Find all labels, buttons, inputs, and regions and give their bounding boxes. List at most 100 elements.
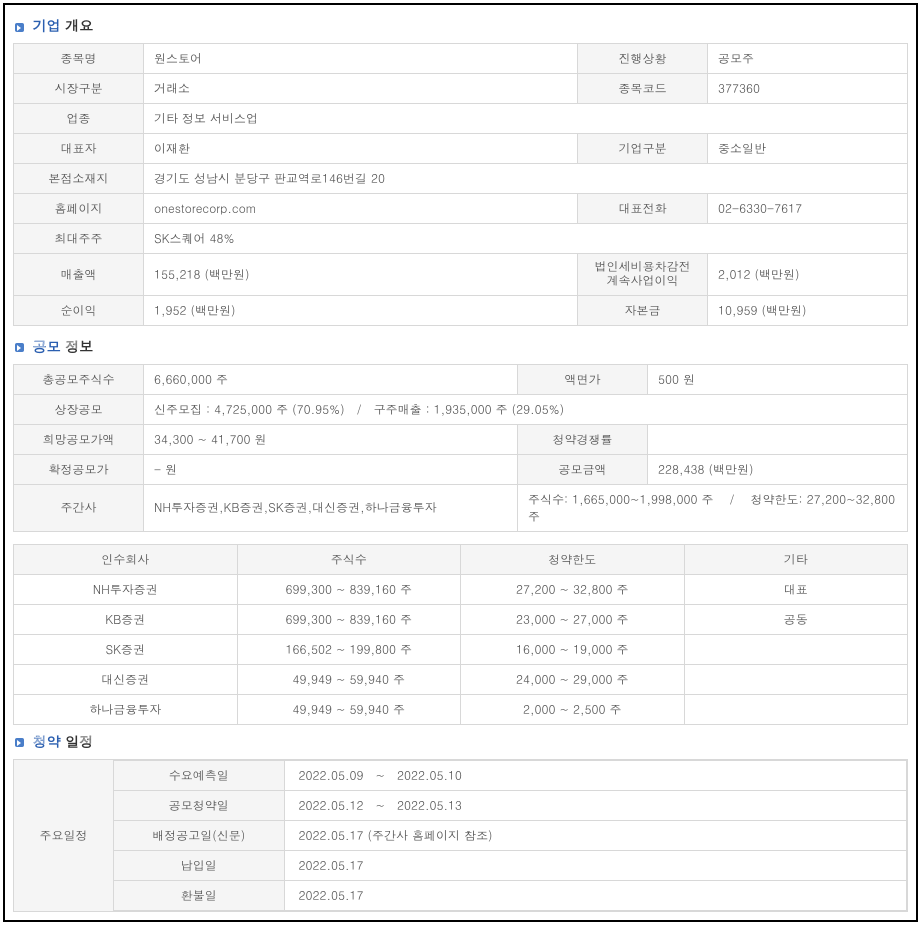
- table-row: 배정공고일(신문)2022.05.17 (주간사 홈페이지 참조): [114, 820, 907, 850]
- col-etc: 기타: [684, 544, 908, 574]
- table-row: 주간사 NH투자증권,KB증권,SK증권,대신증권,하나금융투자 주식수: 1,…: [14, 484, 908, 531]
- label-ceo: 대표자: [14, 134, 144, 164]
- table-row: 최대주주 SK스퀘어 48%: [14, 224, 908, 254]
- label-address: 본점소재지: [14, 164, 144, 194]
- value-name: 원스토어: [144, 44, 578, 74]
- table-row: 대표자 이재환 기업구분 중소일반: [14, 134, 908, 164]
- table-cell: [684, 694, 908, 724]
- schedule-value: 2022.05.17: [284, 880, 907, 910]
- table-cell: SK증권: [14, 634, 238, 664]
- offering-info-table: 총공모주식수 6,660,000 주 액면가 500 원 상장공모 신주모집 :…: [13, 364, 908, 532]
- label-listing: 상장공모: [14, 394, 144, 424]
- homepage-link[interactable]: onestorecorp.com: [154, 200, 257, 217]
- table-cell: 49,949 ~ 59,940 주: [237, 664, 461, 694]
- value-majorsh: SK스퀘어 48%: [144, 224, 908, 254]
- value-totalshares: 6,660,000 주: [144, 364, 518, 394]
- table-cell: 699,300 ~ 839,160 주: [237, 574, 461, 604]
- underwriter-table: 인수회사 주식수 청약한도 기타 NH투자증권 699,300 ~ 839,160…: [13, 544, 908, 725]
- manager-link[interactable]: NH투자증권,KB증권,SK증권,대신증권,하나금융투자: [154, 499, 437, 516]
- table-row: KB증권699,300 ~ 839,160 주23,000 ~ 27,000 주…: [14, 604, 908, 634]
- section-strong: 공모: [33, 336, 61, 356]
- table-row: 총공모주식수 6,660,000 주 액면가 500 원: [14, 364, 908, 394]
- schedule-value: 2022.05.17 (주간사 홈페이지 참조): [284, 820, 907, 850]
- table-cell: 하나금융투자: [14, 694, 238, 724]
- label-facevalue: 액면가: [518, 364, 648, 394]
- underwriter-link[interactable]: NH투자증권: [93, 581, 158, 598]
- value-capital: 10,959 (백만원): [708, 295, 908, 325]
- label-revenue: 매출액: [14, 254, 144, 296]
- value-manager[interactable]: NH투자증권,KB증권,SK증권,대신증권,하나금융투자: [144, 484, 518, 531]
- section-strong: 기업: [33, 15, 61, 35]
- value-status: 공모주: [708, 44, 908, 74]
- table-row: 업종 기타 정보 서비스업: [14, 104, 908, 134]
- table-header-row: 인수회사 주식수 청약한도 기타: [14, 544, 908, 574]
- underwriter-link[interactable]: 대신증권: [101, 671, 149, 688]
- schedule-table: 주요일정 수요예측일2022.05.09 ~ 2022.05.10공모청약일20…: [13, 759, 908, 912]
- schedule-inner-table: 수요예측일2022.05.09 ~ 2022.05.10공모청약일2022.05…: [114, 760, 907, 911]
- value-market: 거래소: [144, 74, 578, 104]
- value-pretax: 2,012 (백만원): [708, 254, 908, 296]
- underwriter-link[interactable]: 하나금융투자: [89, 701, 161, 718]
- value-address: 경기도 성남시 분당구 판교역로146번길 20: [144, 164, 908, 194]
- table-cell: [684, 664, 908, 694]
- value-industry: 기타 정보 서비스업: [144, 104, 908, 134]
- schedule-value: 2022.05.17: [284, 850, 907, 880]
- table-row: 희망공모가액 34,300 ~ 41,700 원 청약경쟁률: [14, 424, 908, 454]
- label-hopeprice: 희망공모가액: [14, 424, 144, 454]
- schedule-value: 2022.05.12 ~ 2022.05.13: [284, 790, 907, 820]
- value-competition: [648, 424, 908, 454]
- label-pretax: 법인세비용차감전 계속사업이익: [578, 254, 708, 296]
- label-netincome: 순이익: [14, 295, 144, 325]
- table-row: 본점소재지 경기도 성남시 분당구 판교역로146번길 20: [14, 164, 908, 194]
- label-homepage: 홈페이지: [14, 194, 144, 224]
- table-row: 홈페이지 onestorecorp.com 대표전화 02-6330-7617: [14, 194, 908, 224]
- value-netincome: 1,952 (백만원): [144, 295, 578, 325]
- company-info-table: 종목명 원스토어 진행상황 공모주 시장구분 거래소 종목코드 377360 업…: [13, 43, 908, 326]
- schedule-label: 환불일: [114, 880, 284, 910]
- table-cell: 대신증권: [14, 664, 238, 694]
- col-shares: 주식수: [237, 544, 461, 574]
- value-facevalue: 500 원: [648, 364, 908, 394]
- schedule-label: 공모청약일: [114, 790, 284, 820]
- label-code: 종목코드: [578, 74, 708, 104]
- table-cell: 27,200 ~ 32,800 주: [461, 574, 685, 604]
- table-row: 확정공모가 - 원 공모금액 228,438 (백만원): [14, 454, 908, 484]
- label-market: 시장구분: [14, 74, 144, 104]
- schedule-label: 배정공고일(신문): [114, 820, 284, 850]
- value-homepage[interactable]: onestorecorp.com: [144, 194, 578, 224]
- table-row: 공모청약일2022.05.12 ~ 2022.05.13: [114, 790, 907, 820]
- underwriter-link[interactable]: KB증권: [105, 611, 145, 628]
- value-code: 377360: [708, 74, 908, 104]
- value-listing: 신주모집 : 4,725,000 주 (70.95%) / 구주매출 : 1,9…: [144, 394, 908, 424]
- bullet-icon: [15, 738, 24, 747]
- label-confirmedprice: 확정공모가: [14, 454, 144, 484]
- section-normal: 일정: [65, 731, 93, 751]
- table-cell: 49,949 ~ 59,940 주: [237, 694, 461, 724]
- value-confirmedprice: - 원: [144, 454, 518, 484]
- label-amount: 공모금액: [518, 454, 648, 484]
- table-row: 매출액 155,218 (백만원) 법인세비용차감전 계속사업이익 2,012 …: [14, 254, 908, 296]
- label-mainschedule: 주요일정: [14, 759, 114, 911]
- value-hopeprice: 34,300 ~ 41,700 원: [144, 424, 518, 454]
- bullet-icon: [15, 23, 24, 32]
- table-row: 주요일정 수요예측일2022.05.09 ~ 2022.05.10공모청약일20…: [14, 759, 908, 911]
- underwriter-link[interactable]: SK증권: [105, 641, 145, 658]
- schedule-inner-cell: 수요예측일2022.05.09 ~ 2022.05.10공모청약일2022.05…: [114, 759, 908, 911]
- schedule-value: 2022.05.09 ~ 2022.05.10: [284, 760, 907, 790]
- value-sharelimit: 주식수: 1,665,000~1,998,000 주 / 청약한도: 27,20…: [518, 484, 908, 531]
- section-strong: 청약: [33, 731, 61, 751]
- table-cell: 공동: [684, 604, 908, 634]
- schedule-label: 납입일: [114, 850, 284, 880]
- table-cell: 16,000 ~ 19,000 주: [461, 634, 685, 664]
- table-cell: 24,000 ~ 29,000 주: [461, 664, 685, 694]
- table-row: 순이익 1,952 (백만원) 자본금 10,959 (백만원): [14, 295, 908, 325]
- bullet-icon: [15, 343, 24, 352]
- value-amount: 228,438 (백만원): [648, 454, 908, 484]
- section-normal: 개요: [65, 15, 93, 35]
- table-row: 납입일2022.05.17: [114, 850, 907, 880]
- label-name: 종목명: [14, 44, 144, 74]
- label-totalshares: 총공모주식수: [14, 364, 144, 394]
- label-phone: 대표전화: [578, 194, 708, 224]
- section-normal: 정보: [65, 336, 93, 356]
- section-title-company: 기업 개요: [13, 9, 908, 43]
